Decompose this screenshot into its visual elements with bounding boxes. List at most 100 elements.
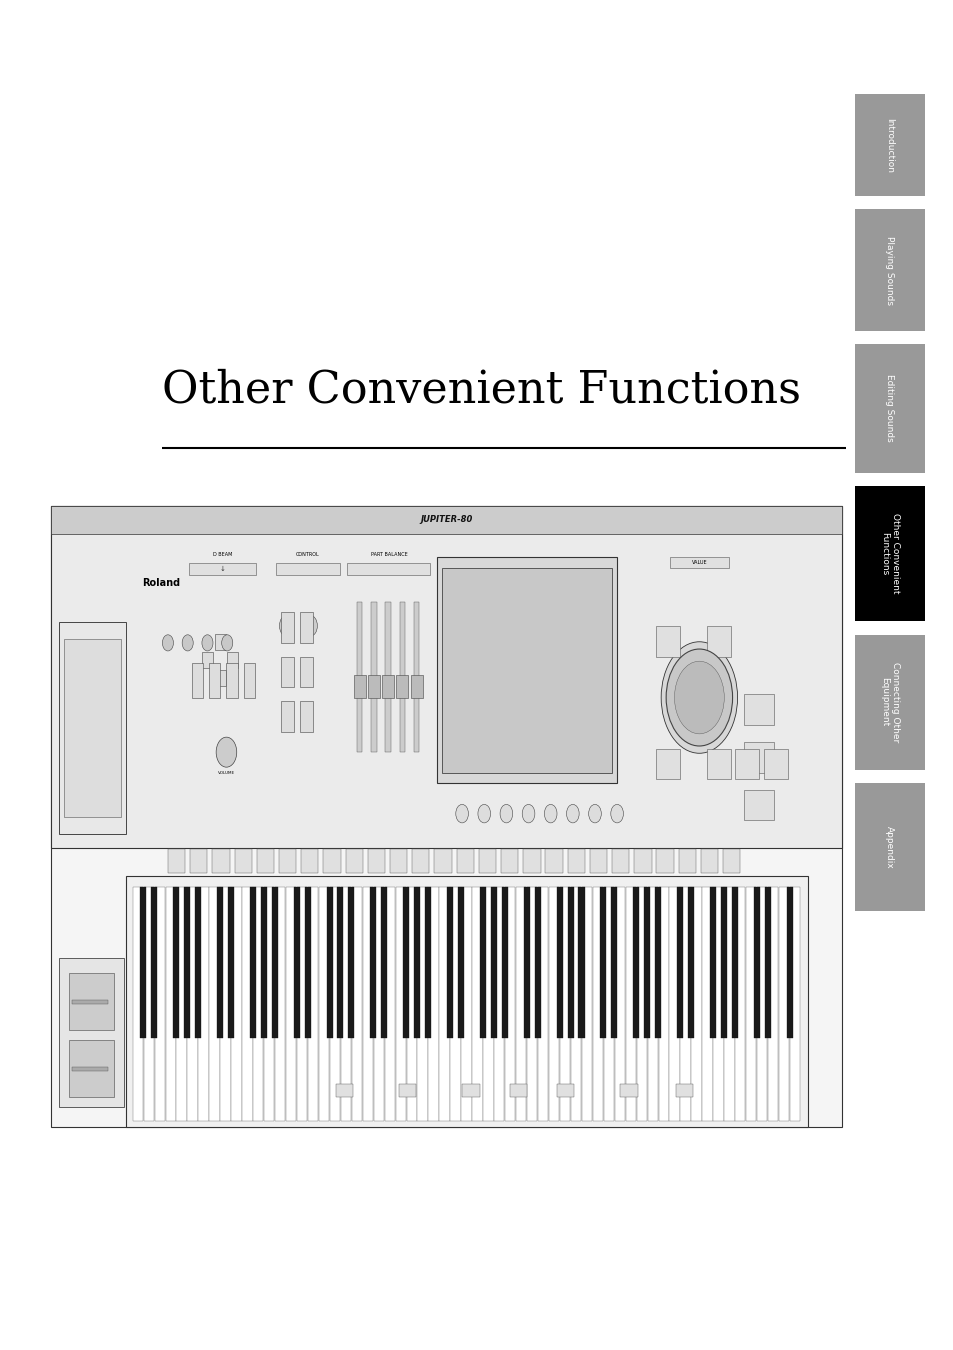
Bar [140,887,146,1038]
Bar [779,887,788,1120]
Bar [854,344,924,472]
Bar [209,663,220,698]
Bar [494,887,504,1120]
Bar [301,849,318,872]
Circle shape [674,662,723,734]
Bar [299,656,314,687]
Text: Introduction: Introduction [884,117,893,173]
Bar [722,849,740,872]
Bar [757,887,766,1120]
Circle shape [221,634,233,651]
Bar [713,887,722,1120]
Bar [655,626,679,656]
Bar [854,634,924,770]
Bar [537,887,548,1120]
Bar [614,887,624,1120]
Bar [677,887,682,1038]
Bar [51,506,841,1127]
Bar [570,887,580,1120]
Bar [335,1084,353,1098]
Bar [234,849,252,872]
Bar [326,887,333,1038]
Bar [281,612,294,643]
Bar [789,887,800,1120]
Bar [395,887,405,1120]
Bar [242,887,253,1120]
Bar [281,656,294,687]
Bar [340,887,351,1120]
Bar [51,506,841,535]
Bar [417,887,427,1120]
Bar [854,209,924,331]
Bar [743,694,774,725]
Bar [209,887,219,1120]
Bar [253,887,263,1120]
Bar [483,887,493,1120]
Bar [406,887,416,1120]
Bar [368,675,379,698]
Bar [461,1084,479,1098]
Bar [308,887,318,1120]
Bar [214,670,226,686]
Bar [354,675,365,698]
Text: D BEAM: D BEAM [213,552,233,558]
Bar [126,876,807,1127]
Bar [516,887,526,1120]
Bar [472,887,482,1120]
Bar [501,887,507,1038]
Bar [634,849,651,872]
Bar [220,887,231,1120]
Bar [412,849,429,872]
Circle shape [544,805,557,823]
Bar [534,887,540,1038]
Circle shape [279,616,294,636]
Text: Appendix: Appendix [884,826,893,868]
Bar [786,887,792,1038]
Bar [202,652,213,668]
Bar [439,887,449,1120]
Bar [144,887,153,1120]
Bar [658,887,668,1120]
Bar [578,887,584,1038]
Bar [194,887,201,1038]
Bar [691,887,701,1120]
Bar [213,849,230,872]
Bar [356,602,362,752]
Bar [226,663,237,698]
Bar [367,849,385,872]
Text: Playing Sounds: Playing Sounds [884,235,893,305]
Bar [274,887,285,1120]
Bar [647,887,658,1120]
Bar [231,887,241,1120]
Bar [589,849,606,872]
Bar [384,887,395,1120]
Bar [743,743,774,772]
Text: VOLUME: VOLUME [217,771,234,775]
Bar [723,887,734,1120]
Bar [669,887,679,1120]
Bar [385,602,391,752]
Bar [701,887,712,1120]
Circle shape [456,805,468,823]
Circle shape [477,805,490,823]
Bar [348,887,355,1038]
Bar [655,887,660,1038]
Bar [396,675,408,698]
Bar [687,887,694,1038]
Bar [299,701,314,732]
Bar [442,568,612,772]
Bar [227,652,237,668]
Bar [700,849,718,872]
Circle shape [182,634,193,651]
Bar [720,887,726,1038]
Bar [706,749,730,779]
Bar [509,1084,526,1098]
Bar [403,887,409,1038]
Bar [567,849,584,872]
Bar [557,1084,574,1098]
Bar [743,790,774,821]
Bar [767,887,778,1120]
Bar [168,849,185,872]
Bar [64,640,120,817]
Bar [734,749,758,779]
